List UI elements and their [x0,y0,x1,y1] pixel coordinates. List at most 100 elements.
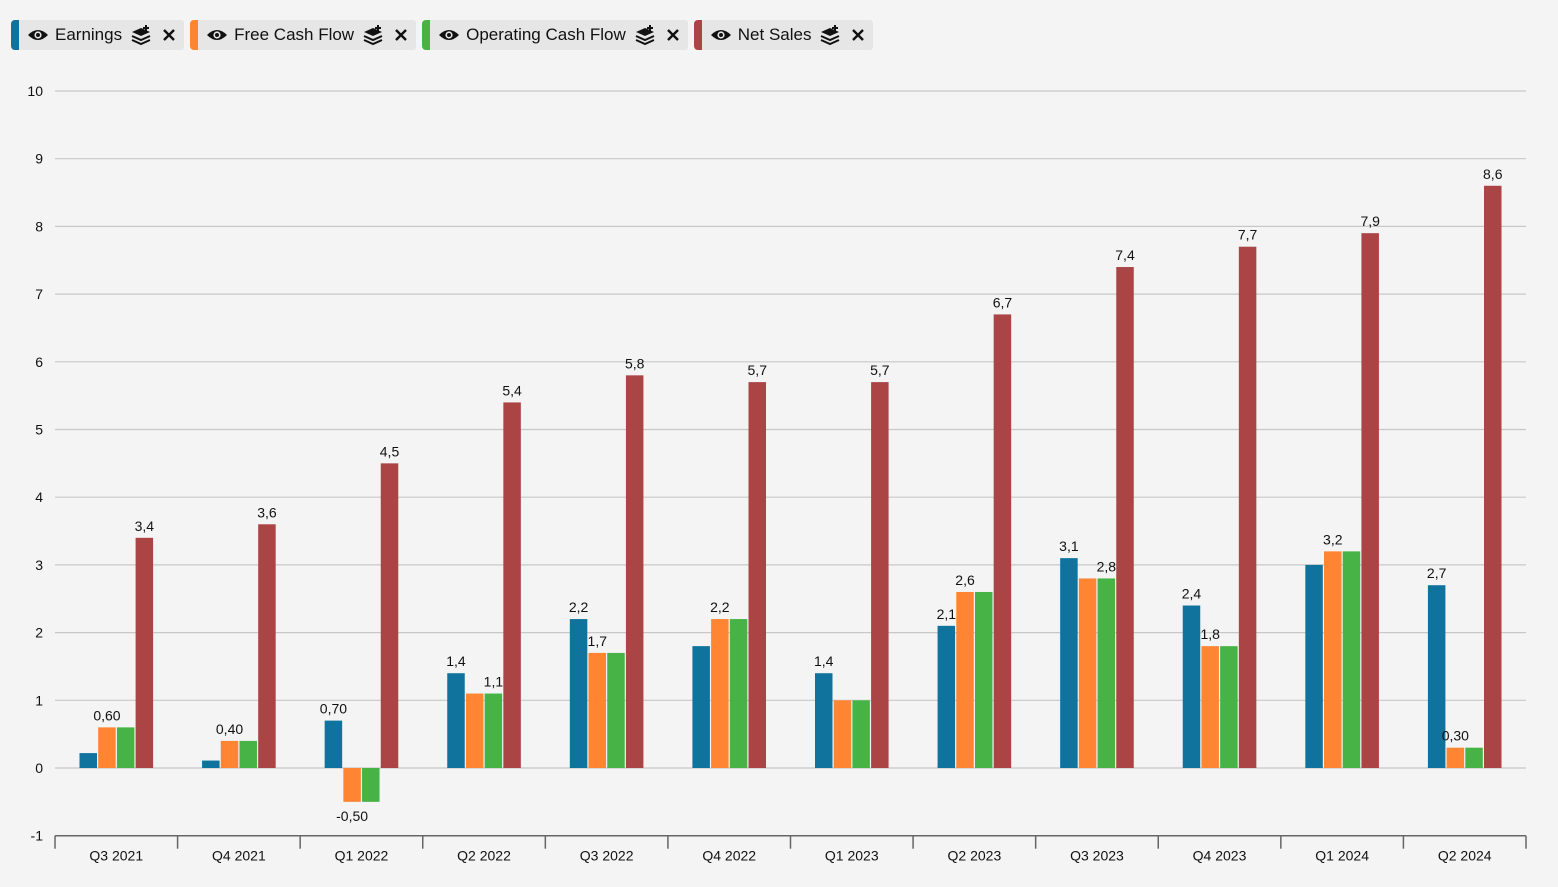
bar-earnings [447,673,465,768]
y-tick-label: 8 [35,218,43,234]
data-label: 5,8 [625,355,645,371]
bar-net-sales [503,402,521,768]
x-tick-label: Q1 2023 [825,848,879,864]
data-label: 7,9 [1360,213,1380,229]
data-label: 0,70 [320,701,347,717]
bar-earnings [1427,585,1446,768]
data-label: 0,60 [93,707,120,723]
eye-icon[interactable] [710,28,732,42]
bar-earnings [937,625,956,768]
data-label: 3,6 [257,504,277,520]
data-label: 8,6 [1483,166,1503,182]
bar-operating-cash-flow [729,619,748,768]
bar-free-cash-flow [1201,646,1219,768]
eye-icon[interactable] [27,28,49,42]
x-tick-label: Q4 2022 [702,848,756,864]
y-tick-label: 7 [35,286,43,302]
legend-item-operating-cash-flow[interactable]: Operating Cash Flow [422,20,688,50]
bar-free-cash-flow [343,768,361,802]
x-tick-label: Q2 2024 [1438,848,1492,864]
bar-net-sales [871,382,889,768]
eye-icon[interactable] [206,28,228,42]
bar-earnings [1182,605,1201,768]
bar-net-sales [748,382,767,768]
data-label: 3,4 [135,518,155,534]
close-icon[interactable] [666,28,680,42]
data-label: 5,7 [870,362,890,378]
y-tick-label: 4 [35,489,43,505]
bar-operating-cash-flow [362,768,380,802]
bar-free-cash-flow [1324,551,1342,768]
x-tick-label: Q4 2021 [212,848,266,864]
data-label: 0,40 [216,721,243,737]
x-tick-label: Q3 2023 [1070,848,1124,864]
legend-swatch [11,20,19,50]
legend-item-earnings[interactable]: Earnings [11,20,185,50]
legend-item-net-sales[interactable]: Net Sales [693,20,874,50]
data-label: 2,6 [955,572,975,588]
bar-net-sales [993,314,1012,768]
stack-icon[interactable] [634,24,656,46]
x-tick-label: Q1 2022 [335,848,389,864]
bar-operating-cash-flow [607,652,625,768]
x-tick-label: Q3 2021 [89,848,143,864]
data-label: 2,2 [710,599,730,615]
eye-icon[interactable] [438,28,460,42]
data-label: 1,1 [484,674,504,690]
close-icon[interactable] [851,28,865,42]
y-tick-label: 1 [35,692,43,708]
close-icon[interactable] [394,28,408,42]
stack-icon[interactable] [130,24,152,46]
legend-swatch [190,20,199,50]
bar-operating-cash-flow [239,740,257,768]
bar-free-cash-flow [588,652,607,768]
bar-free-cash-flow [98,727,116,768]
bar-earnings [324,720,343,768]
data-label: 3,2 [1323,531,1343,547]
y-tick-label: 0 [35,760,43,776]
bar-operating-cash-flow [1342,551,1361,768]
data-label: 2,4 [1182,586,1202,602]
y-tick-label: 9 [35,151,43,167]
bar-operating-cash-flow [852,700,870,768]
x-tick-label: Q2 2022 [457,848,511,864]
x-tick-label: Q2 2023 [948,848,1002,864]
legend-label: Free Cash Flow [234,25,355,44]
y-tick-label: 10 [27,83,43,99]
stack-icon[interactable] [819,24,841,46]
bar-free-cash-flow [833,700,852,768]
data-label: 7,7 [1238,227,1258,243]
bar-free-cash-flow [956,591,974,768]
data-label: 2,1 [937,606,957,622]
legend-label: Earnings [55,25,123,44]
bar-free-cash-flow [465,693,484,768]
legend-item-free-cash-flow[interactable]: Free Cash Flow [190,20,417,50]
bar-net-sales [135,537,154,768]
bar-earnings [79,753,97,768]
data-label: 7,4 [1115,247,1135,263]
data-label: 0,30 [1442,728,1469,744]
data-label: 2,2 [569,599,589,615]
bar-operating-cash-flow [1220,646,1238,768]
legend-swatch [693,20,702,50]
bar-net-sales [1116,267,1134,768]
bar-earnings [569,619,588,768]
y-tick-label: 2 [35,625,43,641]
bar-earnings [202,760,220,768]
data-label: 1,4 [814,653,834,669]
bar-earnings [814,673,833,768]
stack-icon[interactable] [362,24,384,46]
x-tick-label: Q1 2024 [1315,848,1369,864]
bar-free-cash-flow [220,740,239,768]
bar-net-sales [258,524,276,768]
data-label: 1,4 [446,653,466,669]
data-label: 6,7 [993,294,1013,310]
bar-earnings [1060,558,1078,768]
bar-free-cash-flow [1078,578,1097,768]
data-label: 4,5 [380,443,400,459]
data-label: -0,50 [336,808,368,824]
bar-net-sales [625,375,644,768]
x-tick-label: Q3 2022 [580,848,634,864]
close-icon[interactable] [162,28,176,42]
